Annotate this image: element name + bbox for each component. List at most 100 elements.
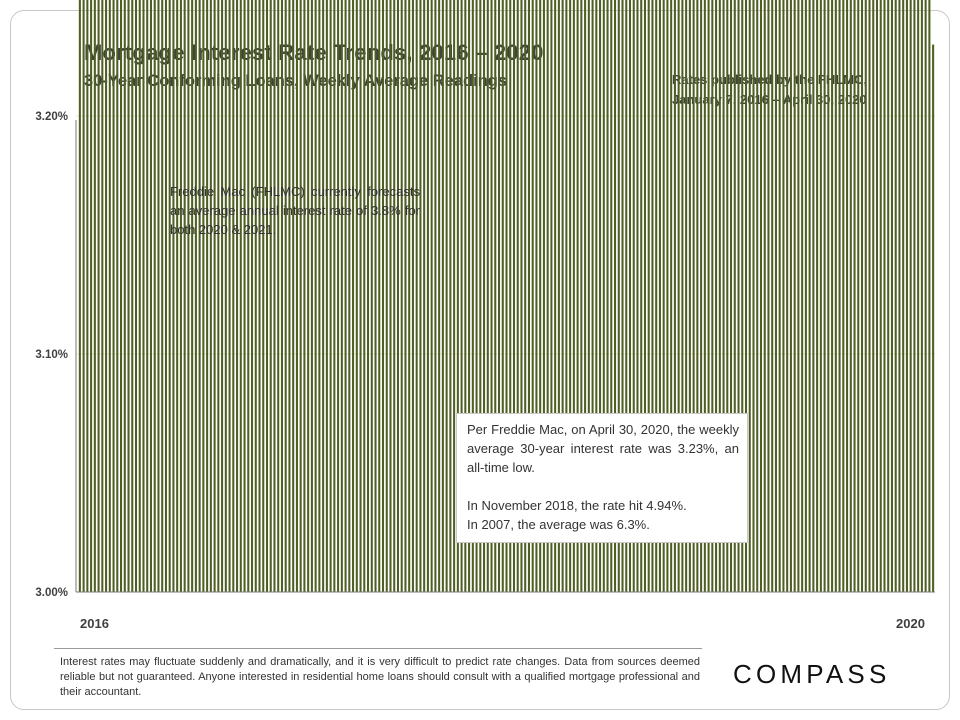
rate-bar — [614, 0, 617, 592]
rate-bar — [797, 0, 800, 592]
rate-bar — [348, 0, 351, 592]
rate-bar — [621, 0, 624, 592]
rate-bar — [864, 0, 867, 592]
rate-bar — [759, 0, 763, 592]
rate-bar — [827, 0, 830, 593]
y-tick-label: 3.20% — [35, 111, 68, 123]
rate-bar — [273, 0, 276, 592]
rate-bar — [557, 0, 560, 592]
rate-bar — [269, 0, 272, 592]
rate-bar — [191, 0, 194, 592]
rate-bar — [681, 0, 684, 592]
rate-bar — [640, 0, 643, 593]
rate-bar — [569, 0, 572, 592]
rate-bar — [78, 0, 81, 593]
rate-bar — [887, 0, 890, 592]
rate-bar — [857, 0, 860, 592]
rate-bar — [138, 0, 141, 593]
rate-bar — [890, 0, 893, 592]
rate-bar — [86, 0, 89, 592]
rate-bar — [584, 0, 587, 592]
rate-bar — [718, 0, 721, 592]
rate-bar — [894, 0, 897, 592]
rate-bar — [120, 0, 123, 592]
rate-bar — [134, 0, 138, 592]
rate-bar — [700, 0, 703, 592]
rate-bar — [670, 0, 673, 592]
rate-bar — [920, 0, 923, 593]
rate-bar — [860, 0, 864, 592]
rate-bar — [333, 0, 336, 592]
rate-bar — [198, 0, 201, 592]
rate-bar — [280, 0, 283, 592]
rate-bar — [554, 0, 557, 592]
disclaimer-text: Interest rates may fluctuate suddenly an… — [60, 656, 700, 698]
rate-bar — [872, 0, 875, 592]
rate-bar — [905, 0, 908, 592]
rate-bar — [819, 0, 822, 592]
rate-bar — [475, 0, 478, 592]
rate-bar — [209, 0, 212, 593]
rate-bar — [834, 0, 837, 592]
rate-bar — [367, 0, 370, 592]
rate-bar — [411, 0, 414, 592]
rate-bar — [737, 0, 740, 592]
rate-bar — [565, 0, 568, 592]
rate-bar — [112, 0, 115, 592]
rate-bar — [789, 0, 792, 592]
rate-bar — [808, 0, 811, 592]
rate-bar — [497, 0, 501, 592]
rate-bar — [131, 0, 134, 592]
rate-bar — [677, 0, 680, 592]
rate-bar — [93, 0, 96, 592]
rate-bar — [314, 0, 317, 592]
rate-bar — [688, 0, 691, 592]
rate-bar — [217, 0, 220, 592]
rate-bar — [396, 0, 399, 592]
rate-bar — [524, 0, 527, 592]
rate-bar — [816, 0, 819, 592]
rate-bar — [325, 0, 328, 592]
rate-bar — [793, 0, 796, 592]
rate-bar — [643, 0, 646, 593]
rate-bar — [161, 0, 164, 592]
rate-bar — [632, 0, 635, 592]
chart-title: Mortgage Interest Rate Trends, 2016 – 20… — [84, 40, 544, 65]
rate-bar — [587, 0, 590, 592]
rate-bar — [804, 0, 807, 592]
rate-bar — [445, 0, 448, 592]
rate-bar — [730, 0, 733, 592]
rate-bar — [322, 0, 325, 592]
forecast-annotation: Freddie Mac (FHLMC) currently forecasts … — [170, 184, 420, 237]
rate-bar — [692, 0, 695, 592]
rate-bar — [625, 0, 628, 592]
rate-bar — [232, 0, 235, 592]
rate-bar — [902, 0, 905, 593]
rate-bar — [696, 0, 699, 592]
callout-line-2a: In November 2018, the rate hit 4.94%. — [467, 498, 687, 513]
rate-bar — [415, 0, 418, 592]
rate-bar — [909, 0, 912, 592]
rate-bar — [176, 0, 179, 592]
rate-bar — [400, 0, 403, 592]
rate-bar — [748, 0, 751, 592]
rate-bar — [393, 0, 396, 592]
rate-bar — [187, 0, 190, 592]
rate-bar — [318, 0, 321, 592]
rate-bar — [352, 0, 355, 592]
rate-bar — [535, 0, 538, 592]
rate-bar — [812, 0, 815, 593]
rate-bar — [539, 0, 542, 592]
rate-bar — [913, 0, 916, 592]
rate-bar — [494, 0, 497, 592]
rate-bar — [172, 0, 175, 592]
rate-bar — [194, 0, 197, 593]
rate-bar — [340, 0, 343, 593]
rate-bar — [359, 0, 362, 592]
rate-bar — [823, 0, 826, 592]
rate-bar — [490, 0, 493, 592]
rate-bar — [449, 0, 452, 592]
rate-bar — [662, 0, 665, 592]
rate-bar — [90, 0, 93, 592]
rate-bar — [277, 0, 280, 592]
